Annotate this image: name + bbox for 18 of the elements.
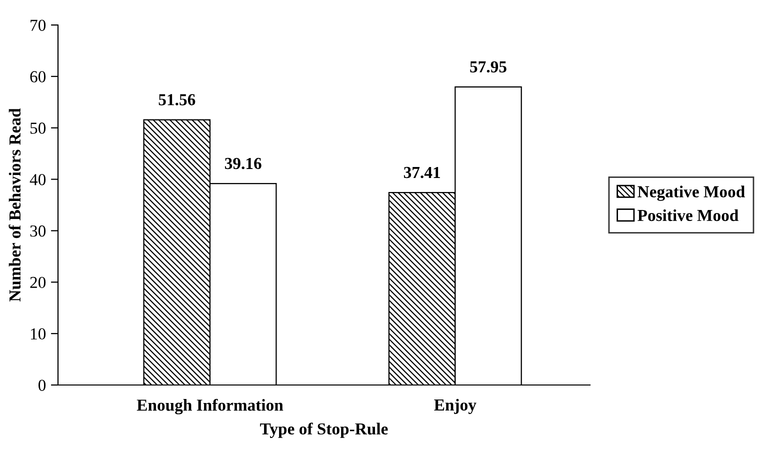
data-label: 39.16 (224, 158, 262, 170)
y-tick-label: 50 (30, 122, 46, 134)
y-axis-title: Number of Behaviors Read (8, 108, 21, 302)
y-tick-label: 20 (30, 276, 46, 288)
data-label: 37.41 (404, 166, 440, 178)
data-label: 51.56 (158, 94, 196, 106)
y-tick-label: 10 (30, 328, 46, 340)
legend-label: Negative Mood (638, 186, 745, 201)
y-tick-label: 0 (38, 380, 46, 391)
y-tick-label: 60 (30, 71, 46, 82)
x-axis-title: Type of Stop-Rule (260, 422, 388, 438)
y-tick-label: 40 (30, 174, 46, 186)
x-tick-label: Enough Information (136, 398, 284, 414)
data-label: 57.95 (470, 61, 506, 73)
y-tick-label: 30 (30, 225, 46, 237)
legend-label: Positive Mood (638, 209, 738, 222)
x-tick-label: Enjoy (434, 398, 476, 414)
y-tick-label: 70 (30, 20, 46, 31)
